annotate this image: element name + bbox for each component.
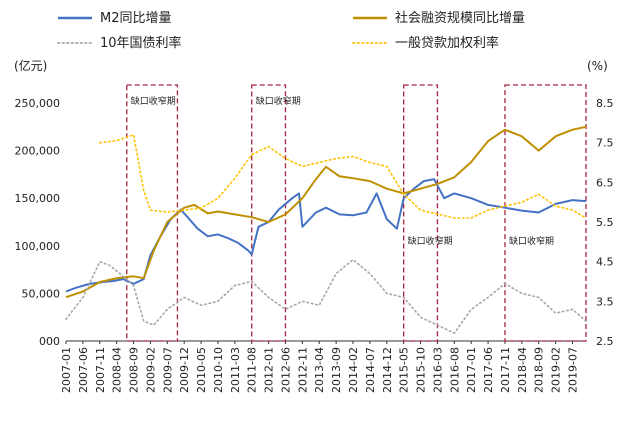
legend-label-m2: M2同比增量 bbox=[100, 11, 172, 26]
y-left-tick-label: 250,000 bbox=[15, 97, 61, 110]
y-right-tick-label: 2.5 bbox=[596, 335, 614, 348]
x-tick-label: 2011-03 bbox=[229, 347, 242, 393]
x-tick-label: 2016-03 bbox=[431, 347, 444, 393]
axes: 000 50,000 100,000 150,000 200,000 250,000 2.5… bbox=[15, 97, 614, 393]
x-tick-label: 2014-02 bbox=[347, 347, 360, 393]
x-tick-label: 2007-01 bbox=[60, 347, 73, 393]
x-tick-label: 2007-06 bbox=[77, 347, 90, 393]
x-tick-label: 2016-08 bbox=[448, 347, 461, 393]
y-axis-left-label: (亿元) bbox=[14, 58, 47, 73]
legend-label-tsf: 社会融资规模同比增量 bbox=[395, 10, 525, 26]
legend-label-loanrate: 一般贷款加权利率 bbox=[395, 35, 499, 51]
narrowing-period-box bbox=[403, 84, 439, 342]
x-tick-label: 2010-05 bbox=[195, 347, 208, 393]
x-tick-label: 2007-11 bbox=[94, 347, 107, 393]
annotation-label: 缺口收窄期 bbox=[408, 235, 453, 247]
x-tick-label: 2012-11 bbox=[296, 347, 309, 393]
narrowing-period-box bbox=[126, 84, 179, 342]
series-line-bond10y bbox=[65, 258, 587, 334]
y-right-tick-label: 6.5 bbox=[596, 176, 614, 189]
annotation-label: 缺口收窄期 bbox=[256, 95, 301, 107]
y-right-tick-label: 5.5 bbox=[596, 216, 614, 229]
x-tick-label: 2009-02 bbox=[144, 347, 157, 393]
x-tick-label: 2009-12 bbox=[178, 347, 191, 393]
y-left-tick-label: 50,000 bbox=[22, 287, 61, 300]
y-left-tick-label: 150,000 bbox=[15, 192, 61, 205]
x-tick-label: 2019-02 bbox=[550, 347, 563, 393]
y-right-tick-label: 7.5 bbox=[596, 137, 614, 150]
narrowing-period-box bbox=[251, 84, 287, 342]
x-tick-label: 2014-12 bbox=[381, 347, 394, 393]
legend: M2同比增量 社会融资规模同比增量 10年国债利率 一般贷款加权利率 bbox=[57, 10, 525, 51]
x-tick-label: 2015-10 bbox=[415, 347, 428, 393]
x-tick-label: 2013-04 bbox=[313, 347, 326, 393]
series-line-m2 bbox=[65, 178, 587, 293]
x-tick-label: 2017-11 bbox=[499, 347, 512, 393]
x-tick-label: 2019-07 bbox=[566, 347, 579, 393]
x-tick-label: 2008-09 bbox=[128, 347, 141, 393]
x-tick-label: 2012-01 bbox=[263, 347, 276, 393]
narrowing-period-box bbox=[504, 84, 587, 342]
series-line-tsf bbox=[65, 125, 587, 299]
y-right-tick-label: 4.5 bbox=[596, 256, 614, 269]
x-tick-label: 2017-06 bbox=[482, 347, 495, 393]
x-tick-label: 2009-07 bbox=[161, 347, 174, 393]
annotation-label: 缺口收窄期 bbox=[131, 95, 176, 107]
series-line-loanrate bbox=[99, 133, 587, 219]
y-left-tick-label: 200,000 bbox=[15, 145, 61, 158]
x-tick-label: 2015-05 bbox=[398, 347, 411, 393]
y-left-tick-label: 100,000 bbox=[15, 240, 61, 253]
x-tick-label: 2013-09 bbox=[330, 347, 343, 393]
x-tick-label: 2011-08 bbox=[246, 347, 259, 393]
y-right-tick-label: 3.5 bbox=[596, 295, 614, 308]
annotation-label: 缺口收窄期 bbox=[509, 235, 554, 247]
x-tick-label: 2018-04 bbox=[516, 347, 529, 393]
x-tick-label: 2010-10 bbox=[212, 347, 225, 393]
series-lines bbox=[65, 125, 587, 334]
x-tick-label: 2018-09 bbox=[533, 347, 546, 393]
y-left-tick-label: 000 bbox=[39, 335, 60, 348]
x-tick-label: 2014-07 bbox=[364, 347, 377, 393]
y-right-tick-label: 8.5 bbox=[596, 97, 614, 110]
legend-label-bond10y: 10年国债利率 bbox=[100, 35, 182, 51]
x-tick-label: 2017-01 bbox=[465, 347, 478, 393]
x-tick-label: 2012-06 bbox=[279, 347, 292, 393]
y-axis-right-label: (%) bbox=[587, 59, 608, 73]
x-tick-label: 2008-04 bbox=[111, 347, 124, 393]
